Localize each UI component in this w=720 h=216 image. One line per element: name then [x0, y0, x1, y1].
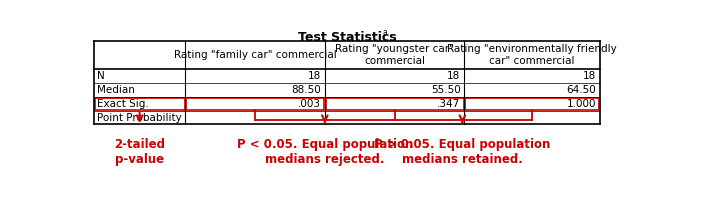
- Text: 18: 18: [582, 71, 596, 81]
- Bar: [465, 98, 599, 110]
- Bar: [325, 98, 464, 110]
- Text: N: N: [97, 71, 104, 81]
- Text: P > 0.05. Equal population
medians retained.: P > 0.05. Equal population medians retai…: [374, 138, 551, 166]
- Text: P < 0.05. Equal population
medians rejected.: P < 0.05. Equal population medians rejec…: [237, 138, 413, 166]
- Text: .003: .003: [298, 99, 321, 109]
- Text: Rating "environmentally friendly
car" commercial: Rating "environmentally friendly car" co…: [447, 44, 617, 66]
- Text: 64.50: 64.50: [567, 85, 596, 95]
- Text: Rating "youngster car"
commercial: Rating "youngster car" commercial: [335, 44, 454, 66]
- Bar: [186, 98, 324, 110]
- Bar: [94, 98, 184, 110]
- Text: 18: 18: [307, 71, 321, 81]
- Text: Median: Median: [97, 85, 135, 95]
- Text: Test Statistics: Test Statistics: [297, 30, 396, 44]
- Text: Rating "family car" commercial: Rating "family car" commercial: [174, 50, 336, 60]
- Text: 18: 18: [447, 71, 461, 81]
- Text: 1.000: 1.000: [567, 99, 596, 109]
- Text: a: a: [382, 28, 387, 37]
- Text: 2-tailed
p-value: 2-tailed p-value: [114, 138, 165, 166]
- Text: Point Probability: Point Probability: [97, 113, 181, 122]
- Text: 88.50: 88.50: [291, 85, 321, 95]
- Text: Exact Sig.: Exact Sig.: [97, 99, 149, 109]
- Text: .347: .347: [437, 99, 461, 109]
- Text: 55.50: 55.50: [431, 85, 461, 95]
